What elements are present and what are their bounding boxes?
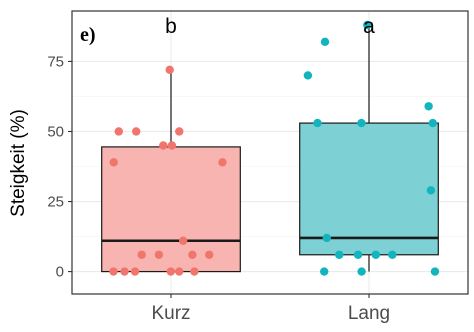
data-point (159, 141, 168, 150)
data-point (166, 267, 176, 276)
data-point (313, 118, 322, 128)
data-point (320, 267, 329, 276)
x-tick-label: Lang (348, 303, 390, 324)
data-point (114, 127, 123, 136)
data-point (303, 71, 313, 80)
jitter-points (109, 20, 440, 276)
significance-letter: a (363, 15, 375, 38)
data-point (426, 186, 436, 195)
y-tick-label: 50 (47, 123, 64, 140)
data-point (335, 250, 344, 259)
data-point (154, 250, 164, 259)
y-tick-label: 25 (47, 194, 64, 211)
box-lang (299, 122, 439, 256)
data-point (353, 250, 363, 259)
box-kurz (101, 146, 241, 273)
data-point (109, 158, 118, 167)
data-point (130, 267, 140, 276)
data-point (357, 267, 366, 276)
data-point (175, 127, 184, 136)
data-point (388, 250, 397, 259)
data-point (120, 267, 129, 276)
data-point (357, 118, 366, 128)
panel-label: e) (80, 24, 96, 46)
data-point (167, 141, 177, 150)
data-point (132, 127, 141, 136)
y-axis-title: Steigkeit (%) (8, 109, 29, 217)
data-point (165, 65, 174, 75)
y-tick-label: 0 (56, 264, 64, 281)
data-point (137, 250, 146, 259)
data-point (190, 267, 199, 276)
data-point (218, 158, 227, 167)
data-point (178, 236, 188, 245)
data-point (109, 267, 118, 276)
x-axis: Kurz Lang (151, 294, 390, 324)
panel-frame (71, 10, 469, 295)
y-tick-label: 75 (47, 53, 64, 70)
data-point (175, 267, 184, 276)
data-point (322, 233, 331, 243)
panel-border (71, 10, 469, 295)
data-point (371, 250, 381, 259)
data-point (424, 102, 433, 111)
x-tick-label: Kurz (151, 303, 190, 324)
data-point (320, 37, 330, 47)
data-point (205, 250, 214, 259)
y-axis: 0 25 50 75 (47, 53, 72, 281)
data-point (363, 20, 372, 30)
data-point (428, 118, 438, 128)
data-point (188, 250, 197, 259)
significance-letter: b (165, 15, 177, 38)
data-point (430, 267, 440, 276)
boxes (101, 25, 439, 273)
